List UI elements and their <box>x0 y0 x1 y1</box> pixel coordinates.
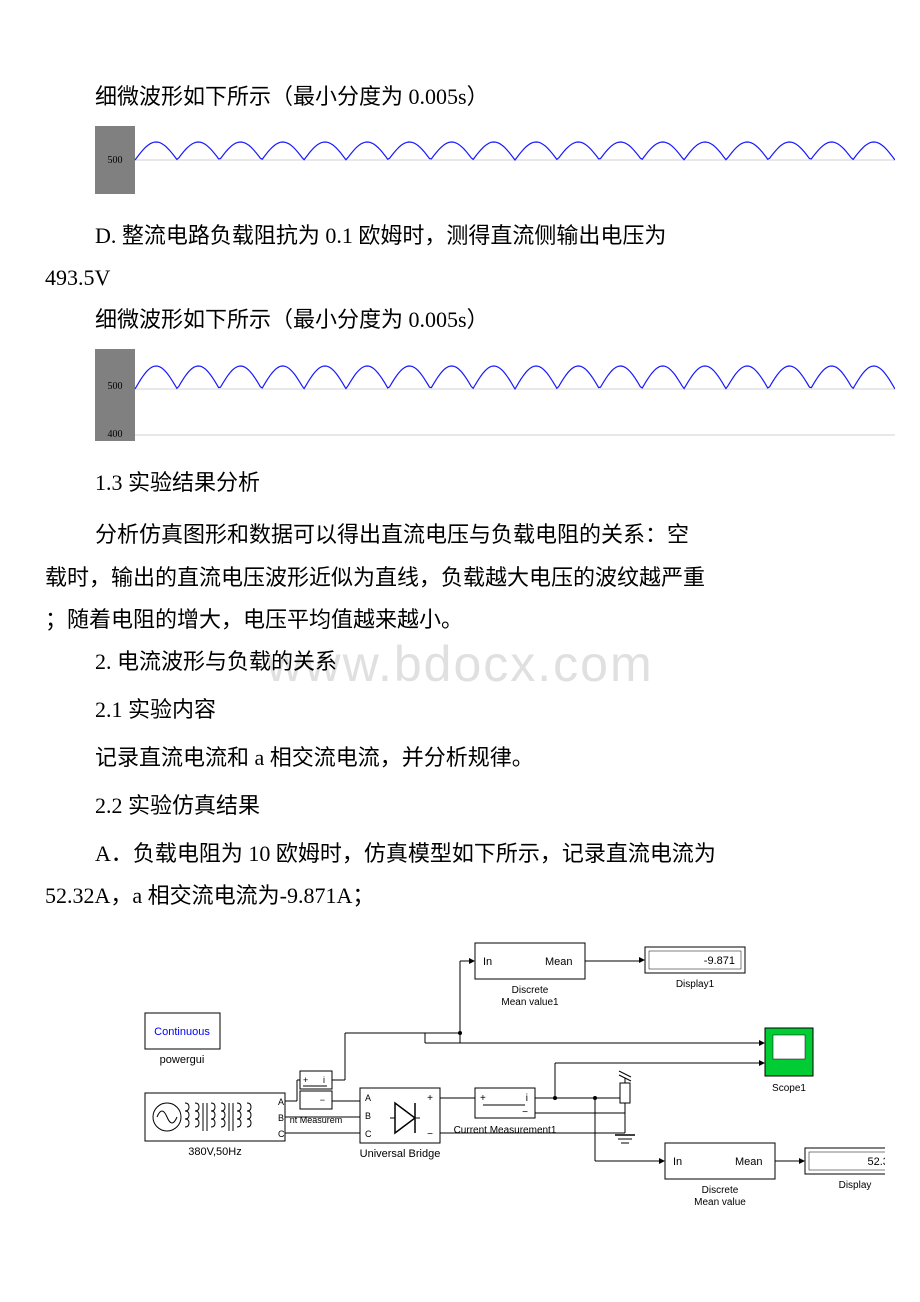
scope-label: Scope1 <box>772 1083 806 1094</box>
analysis-para-1: 分析仿真图形和数据可以得出直流电压与负载电阻的关系：空 <box>95 518 875 552</box>
simulink-diagram: Continuous powergui A B C 380V,50Hz <box>125 933 885 1228</box>
mean-value-2-mean: Mean <box>735 1156 763 1168</box>
current-meas-1-block-b <box>300 1091 332 1109</box>
display-1-label: Display1 <box>676 979 715 990</box>
bridge-port-plus: + <box>427 1093 433 1104</box>
heading-2: 2. 电流波形与负载的关系 <box>95 645 875 679</box>
mean-value-1-mean: Mean <box>545 956 573 968</box>
powergui-label: powergui <box>160 1054 205 1066</box>
para-2-1: 记录直流电流和 a 相交流电流，并分析规律。 <box>95 741 875 775</box>
text-section-d-1: D. 整流电路负载阻抗为 0.1 欧姆时，测得直流侧输出电压为 <box>95 219 875 253</box>
current-meas-1-minus: − <box>320 1095 325 1105</box>
bridge-port-a: A <box>365 1093 371 1103</box>
current-meas-1-plus: + <box>303 1075 308 1085</box>
mean-value-2-label-1: Discrete <box>702 1185 739 1196</box>
display-2-label: Display <box>839 1180 872 1191</box>
source-label: 380V,50Hz <box>188 1146 241 1158</box>
current-meas-1-i: i <box>323 1075 325 1085</box>
analysis-para-3: ；随着电阻的增大，电压平均值越来越小。 <box>45 603 875 637</box>
heading-2-1: 2.1 实验内容 <box>95 693 875 727</box>
mean-value-1-label-1: Discrete <box>512 985 549 996</box>
wave2-label-top: 500 <box>108 381 123 392</box>
current-meas-2-minus: − <box>522 1107 528 1118</box>
current-meas-2-i: i <box>526 1093 528 1104</box>
wave1-label: 500 <box>108 155 123 166</box>
bridge-port-minus: − <box>427 1129 433 1140</box>
heading-1-3: 1.3 实验结果分析 <box>95 466 875 500</box>
mean-value-2-in: In <box>673 1156 682 1168</box>
mean-value-1-in: In <box>483 956 492 968</box>
para-result-a-2: 52.32A，a 相交流电流为-9.871A； <box>45 879 875 913</box>
bridge-label: Universal Bridge <box>360 1148 441 1160</box>
display-2-value: 52.32 <box>867 1156 885 1168</box>
bridge-port-c: C <box>365 1129 372 1139</box>
para-result-a-1: A．负载电阻为 10 欧姆时，仿真模型如下所示，记录直流电流为 <box>95 837 875 871</box>
display-1-value: -9.871 <box>704 955 735 967</box>
wave1-trace <box>135 142 895 160</box>
current-meas-2-label: Current Measurement1 <box>454 1125 557 1136</box>
source-port-a: A <box>278 1097 284 1107</box>
scope-screen <box>773 1035 805 1059</box>
wave2-trace <box>135 366 895 389</box>
analysis-para-2: 载时，输出的直流电压波形近似为直线，负载越大电压的波纹越严重 <box>45 561 875 595</box>
waveform-2: 500 400 <box>95 349 895 446</box>
mean-value-2-label-2: Mean value <box>694 1197 746 1208</box>
waveform-1: 500 <box>95 126 895 199</box>
waveform-caption-2: 细微波形如下所示（最小分度为 0.005s） <box>95 303 875 337</box>
mean-value-1-label-2: Mean value1 <box>501 997 559 1008</box>
resistor-block <box>620 1083 630 1103</box>
wave2-label-bar <box>95 349 135 441</box>
source-port-c: C <box>278 1129 285 1139</box>
bridge-port-b: B <box>365 1111 371 1121</box>
current-meas-2-plus: + <box>480 1093 486 1104</box>
waveform-caption-1: 细微波形如下所示（最小分度为 0.005s） <box>95 80 875 114</box>
source-port-b: B <box>278 1113 284 1123</box>
powergui-continuous-text: Continuous <box>154 1026 210 1038</box>
document-content: 细微波形如下所示（最小分度为 0.005s） 500 D. 整流电路负载阻抗为 … <box>45 80 875 1228</box>
wave2-label-bottom: 400 <box>108 429 123 440</box>
text-section-d-2: 493.5V <box>45 261 875 295</box>
heading-2-2: 2.2 实验仿真结果 <box>95 789 875 823</box>
